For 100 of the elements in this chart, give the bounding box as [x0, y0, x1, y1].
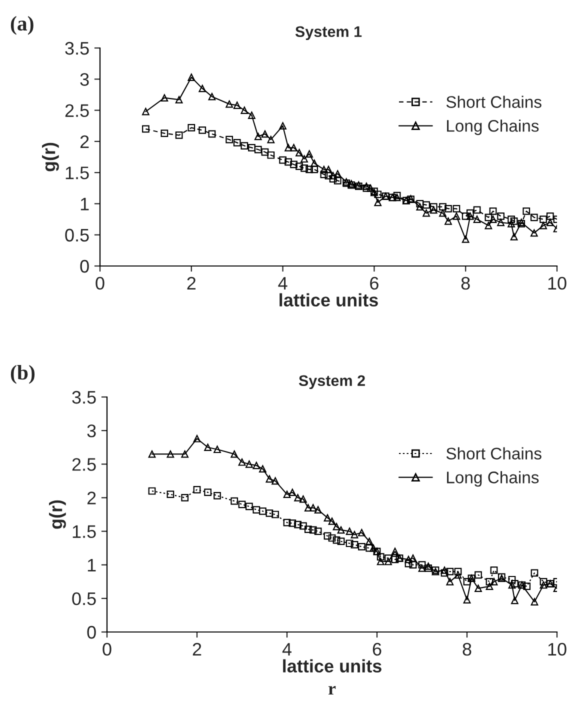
- point: [508, 216, 515, 223]
- point: [416, 203, 424, 211]
- y-tick-label: 3: [87, 424, 96, 438]
- point: [296, 148, 303, 156]
- point: [208, 130, 216, 138]
- point: [300, 155, 308, 163]
- point: [314, 506, 322, 514]
- point: [306, 150, 313, 158]
- y-tick-label: 1.5: [66, 166, 89, 180]
- point: [474, 571, 482, 579]
- point: [266, 475, 274, 483]
- point: [374, 198, 382, 206]
- point: [160, 94, 168, 102]
- y-tick-label: 0.5: [65, 228, 89, 242]
- point: [248, 144, 256, 152]
- point: [337, 526, 345, 534]
- x-tick-label: 2: [187, 276, 196, 290]
- point: [474, 584, 482, 592]
- point: [332, 536, 340, 544]
- point: [366, 544, 374, 552]
- x-axis-title: lattice units: [283, 659, 382, 673]
- point: [233, 138, 241, 146]
- point: [279, 122, 286, 130]
- point: [346, 540, 354, 548]
- point: [523, 582, 531, 590]
- point: [511, 580, 518, 588]
- chart-title: System 1: [295, 26, 362, 40]
- point: [366, 538, 374, 546]
- point: [204, 444, 212, 452]
- point: [306, 166, 313, 174]
- point: [530, 214, 538, 222]
- point: [462, 236, 470, 243]
- x-tick-label: 10: [548, 642, 566, 656]
- point: [240, 106, 248, 114]
- point: [530, 229, 538, 237]
- point: [409, 554, 417, 562]
- point: [294, 520, 302, 528]
- y-tick-label: 1: [88, 558, 96, 572]
- point: [462, 212, 470, 220]
- point: [188, 74, 196, 81]
- point: [294, 494, 302, 502]
- point: [175, 96, 183, 104]
- point: [511, 596, 518, 604]
- point: [416, 200, 424, 208]
- point: [384, 554, 392, 562]
- point: [284, 158, 292, 166]
- point: [310, 166, 318, 174]
- point: [328, 534, 336, 542]
- point: [279, 156, 286, 164]
- point: [374, 190, 382, 198]
- point: [252, 462, 260, 470]
- point: [166, 490, 174, 498]
- point: [454, 568, 462, 576]
- y-tick-label: 1: [80, 198, 89, 210]
- y-tick-label: 3.5: [65, 42, 89, 55]
- point: [193, 486, 201, 494]
- point: [486, 578, 494, 586]
- point: [409, 561, 417, 569]
- x-tick-label: 2: [192, 642, 202, 656]
- point: [259, 465, 266, 473]
- point: [226, 100, 234, 108]
- point: [418, 564, 426, 572]
- x-tick-label: 0: [96, 276, 104, 290]
- x-tick-label: 6: [372, 642, 382, 656]
- point: [452, 205, 460, 212]
- point: [446, 578, 454, 586]
- point: [193, 434, 201, 442]
- y-tick-label: 2.5: [72, 458, 96, 471]
- point: [540, 581, 548, 589]
- point: [240, 142, 248, 150]
- point: [346, 528, 354, 535]
- point: [337, 538, 345, 546]
- chart-title: System 2: [298, 375, 365, 390]
- x-tick-label: 10: [548, 276, 566, 290]
- point: [332, 522, 340, 530]
- point: [473, 206, 481, 214]
- point: [148, 450, 156, 458]
- point: [522, 208, 530, 215]
- point: [230, 450, 238, 458]
- point: [546, 218, 554, 226]
- point: [463, 596, 471, 604]
- point: [142, 108, 150, 116]
- point: [198, 126, 206, 134]
- point: [324, 514, 332, 522]
- point: [267, 151, 275, 159]
- point: [254, 132, 262, 140]
- point: [510, 217, 518, 225]
- point: [540, 222, 547, 230]
- point: [497, 212, 504, 220]
- point: [300, 164, 308, 172]
- text: r: [328, 686, 336, 695]
- point: [160, 130, 168, 138]
- point: [300, 522, 307, 530]
- y-axis-title: g(r): [42, 142, 59, 172]
- point: [324, 532, 332, 540]
- point: [540, 216, 547, 223]
- point: [393, 192, 401, 200]
- point: [376, 558, 384, 566]
- point: [484, 222, 492, 230]
- point: [466, 209, 474, 217]
